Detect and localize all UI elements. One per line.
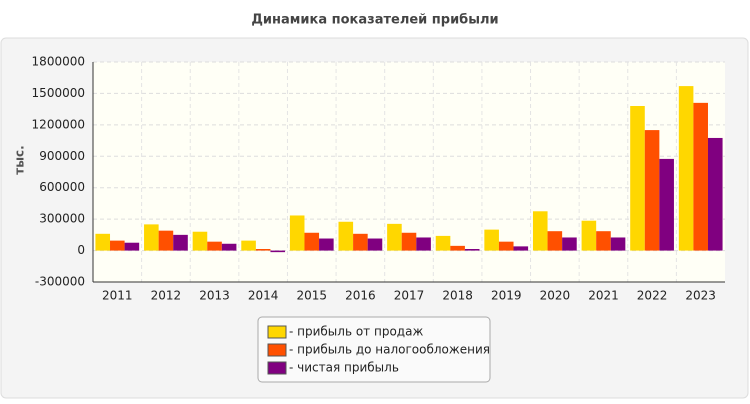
bar: [367, 238, 383, 251]
bar: [610, 237, 626, 251]
bar: [678, 86, 694, 251]
bar: [192, 231, 208, 251]
bar: [270, 250, 286, 253]
bar: [464, 249, 480, 251]
x-tick-label: 2015: [296, 289, 327, 303]
bar: [144, 224, 159, 251]
x-tick-label: 2019: [491, 289, 522, 303]
bar: [707, 137, 723, 251]
legend-swatch: [267, 361, 287, 375]
bar: [207, 241, 222, 251]
bar: [110, 240, 125, 251]
bar: [693, 102, 708, 251]
bar: [659, 158, 674, 251]
x-tick-label: 2022: [637, 289, 668, 303]
x-tick-label: 2014: [248, 289, 279, 303]
bar: [173, 234, 188, 251]
x-tick-label: 2021: [588, 289, 619, 303]
bar: [304, 232, 320, 251]
legend-swatch: [267, 343, 287, 357]
x-tick-label: 2016: [345, 289, 376, 303]
y-axis-label: тыс.: [13, 145, 27, 174]
x-tick-label: 2012: [151, 289, 182, 303]
bar: [221, 243, 237, 251]
bar: [644, 130, 660, 251]
legend-label: - чистая прибыль: [289, 361, 399, 375]
x-tick-label: 2020: [540, 289, 571, 303]
bar: [255, 249, 271, 251]
bar: [319, 238, 334, 251]
legend-label: - прибыль до налогообложения: [289, 343, 490, 357]
bar: [596, 231, 611, 251]
x-tick-label: 2018: [442, 289, 473, 303]
bar: [401, 232, 417, 251]
y-tick-label: 300000: [39, 212, 85, 226]
y-tick-label: 600000: [39, 180, 85, 194]
y-tick-label: 1200000: [32, 117, 85, 131]
legend: [257, 316, 491, 383]
bar: [416, 237, 431, 251]
x-tick-label: 2017: [394, 289, 425, 303]
x-tick-label: 2013: [199, 289, 230, 303]
bar: [484, 229, 499, 251]
bar: [513, 246, 529, 251]
bar: [547, 231, 563, 251]
x-tick-label: 2011: [102, 289, 133, 303]
y-tick-label: -300000: [35, 275, 85, 289]
bar: [124, 242, 140, 251]
x-tick-label: 2023: [685, 289, 716, 303]
y-tick-label: 0: [77, 243, 85, 257]
bar: [387, 223, 402, 251]
y-tick-label: 900000: [39, 149, 85, 163]
legend-label: - прибыль от продаж: [289, 325, 423, 339]
bar: [289, 215, 305, 251]
bar: [95, 233, 111, 251]
bar: [158, 230, 174, 251]
bar: [581, 220, 597, 251]
chart-title: Динамика показателей прибыли: [251, 13, 498, 28]
bar: [241, 240, 256, 251]
bar: [498, 241, 514, 251]
bar: [338, 221, 354, 251]
bar: [353, 233, 368, 251]
bar: [562, 237, 577, 251]
bar: [435, 235, 451, 251]
bar: [630, 106, 645, 251]
bar: [450, 245, 465, 251]
y-tick-label: 1500000: [32, 86, 85, 100]
legend-swatch: [267, 325, 287, 339]
bar: [532, 211, 548, 251]
y-tick-label: 1800000: [32, 55, 85, 69]
